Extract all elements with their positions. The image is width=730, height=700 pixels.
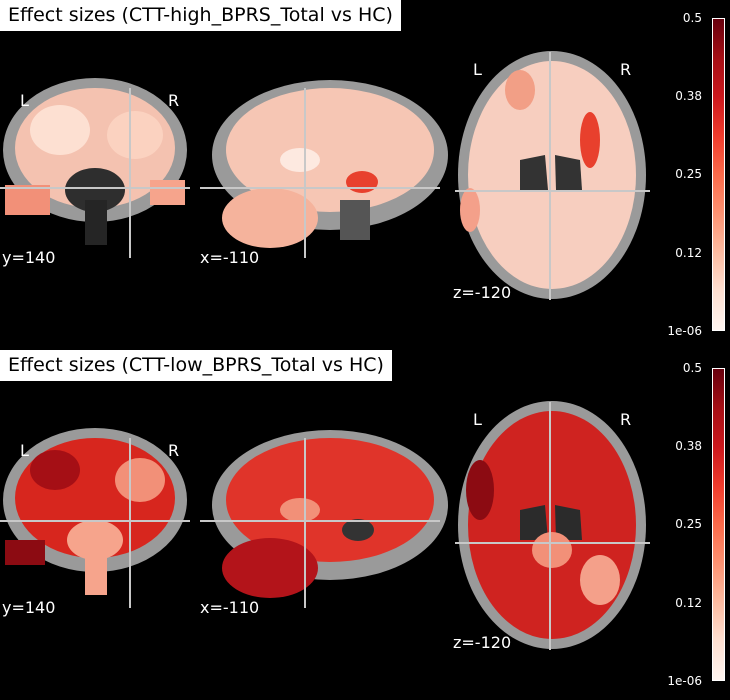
sagittal-coord: x=-110 — [200, 248, 259, 267]
brain-slices-low: L R L R y=140 x=-110 z=-120 — [0, 401, 650, 652]
axial-right-label: R — [620, 410, 631, 429]
colorbar-tick: 0.5 — [682, 11, 702, 25]
crosshairs — [0, 52, 650, 300]
sagittal-coord: x=-110 — [200, 598, 259, 617]
axial-left-label: L — [473, 60, 482, 79]
coronal-left-label: L — [20, 91, 29, 110]
axial-coord: z=-120 — [453, 283, 511, 302]
crosshairs — [0, 402, 650, 650]
axial-slice — [458, 401, 646, 649]
coronal-slice — [3, 78, 187, 245]
panel-ctt-high: L R L R y=140 x=-110 z=-120 Effect sizes… — [0, 0, 725, 338]
colorbar-tick: 0.12 — [675, 596, 702, 610]
coronal-right-label: R — [168, 91, 179, 110]
axial-coord: z=-120 — [453, 633, 511, 652]
sagittal-slice — [212, 430, 448, 598]
coronal-slice — [3, 428, 187, 595]
panel-ctt-low: L R L R y=140 x=-110 z=-120 Effect sizes… — [0, 350, 730, 700]
brain-slices-high: L R L R y=140 x=-110 z=-120 — [0, 51, 650, 302]
panel-title: Effect sizes (CTT-low_BPRS_Total vs HC) — [0, 350, 392, 381]
colorbar-tick: 0.38 — [675, 439, 702, 453]
axial-slice — [458, 51, 646, 299]
colorbar — [712, 18, 725, 331]
coronal-left-label: L — [20, 441, 29, 460]
colorbar-tick: 0.12 — [675, 246, 702, 260]
sagittal-slice — [212, 80, 448, 248]
colorbar-tick: 1e-06 — [667, 324, 702, 338]
panel-title: Effect sizes (CTT-high_BPRS_Total vs HC) — [0, 0, 401, 31]
coronal-coord: y=140 — [2, 248, 55, 267]
axial-left-label: L — [473, 410, 482, 429]
coronal-coord: y=140 — [2, 598, 55, 617]
coronal-right-label: R — [168, 441, 179, 460]
colorbar-tick: 0.5 — [682, 361, 702, 375]
colorbar-tick: 0.25 — [675, 517, 702, 531]
colorbar-tick: 0.25 — [675, 167, 702, 181]
axial-right-label: R — [620, 60, 631, 79]
colorbar-tick: 1e-06 — [667, 674, 702, 688]
colorbar-tick: 0.38 — [675, 89, 702, 103]
colorbar — [712, 368, 725, 681]
